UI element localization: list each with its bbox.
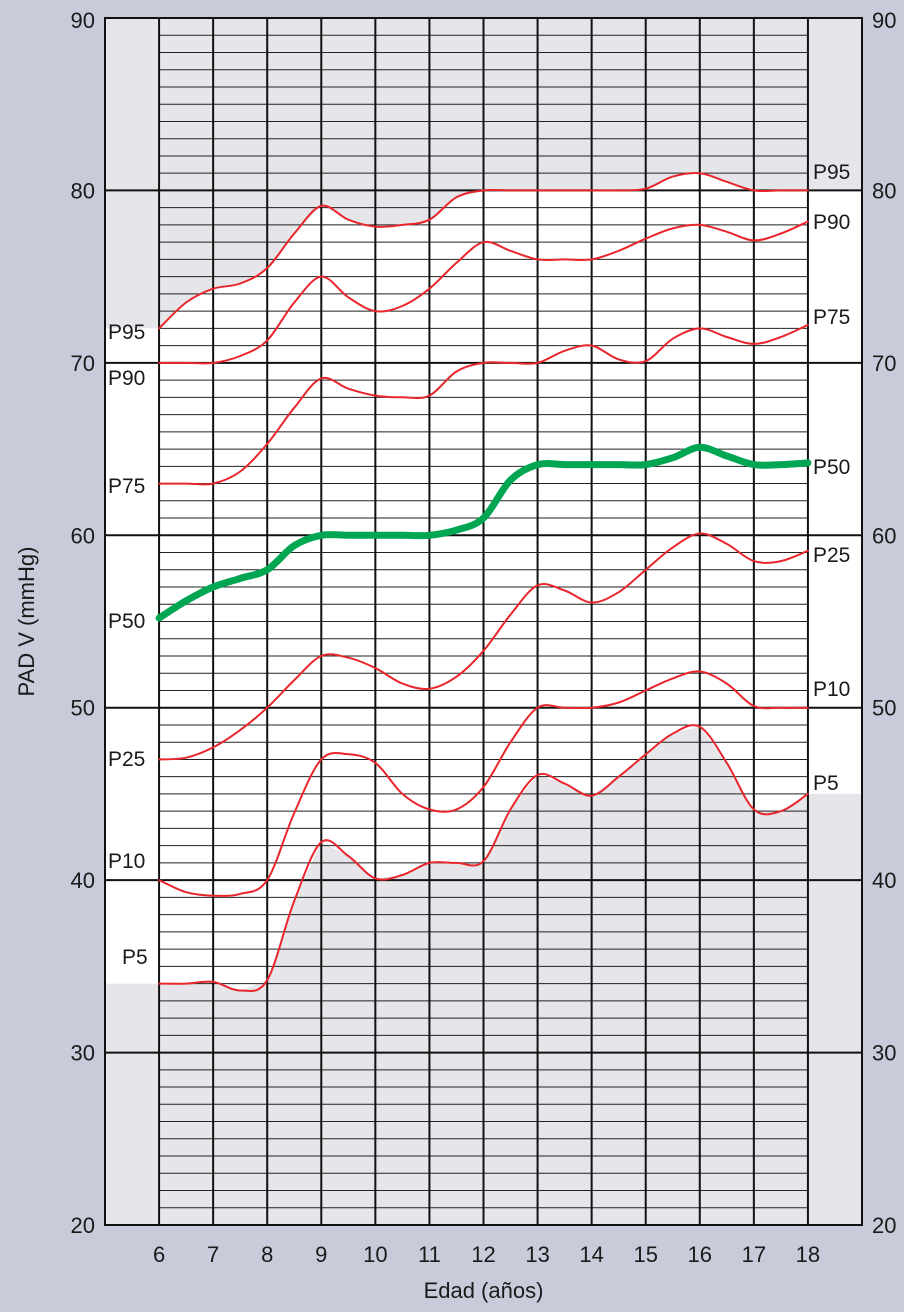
y-tick-label-left: 70 bbox=[71, 351, 95, 376]
y-tick-label-left: 90 bbox=[71, 8, 95, 33]
series-line-p10 bbox=[158, 670, 809, 897]
y-axis-title: PAD V (mmHg) bbox=[14, 547, 39, 697]
grid bbox=[104, 17, 863, 1226]
x-tick-label: 16 bbox=[688, 1242, 712, 1267]
x-tick-label: 12 bbox=[471, 1242, 495, 1267]
y-tick-label-right: 80 bbox=[872, 178, 896, 203]
x-tick-label: 11 bbox=[418, 1242, 441, 1267]
y-tick-label-right: 60 bbox=[872, 523, 896, 548]
x-tick-label: 9 bbox=[315, 1242, 327, 1267]
series-line-p50 bbox=[155, 443, 812, 622]
y-tick-label-right: 70 bbox=[872, 351, 896, 376]
series-line-p25 bbox=[158, 532, 809, 761]
x-tick-label: 6 bbox=[153, 1242, 165, 1267]
label-left-p75: P75 bbox=[108, 475, 145, 498]
y-tick-label-right: 90 bbox=[872, 8, 896, 33]
label-right-p50: P50 bbox=[813, 456, 850, 479]
y-tick-label-right: 30 bbox=[872, 1041, 896, 1066]
label-right-p75: P75 bbox=[813, 306, 850, 329]
y-tick-label-left: 50 bbox=[71, 696, 95, 721]
label-left-p50: P50 bbox=[108, 610, 145, 633]
label-right-p10: P10 bbox=[813, 678, 850, 701]
x-tick-label: 15 bbox=[633, 1242, 657, 1267]
label-right-p25: P25 bbox=[813, 544, 850, 567]
y-tick-label-left: 40 bbox=[71, 868, 95, 893]
x-tick-label: 18 bbox=[796, 1242, 820, 1267]
y-tick-label-left: 30 bbox=[71, 1041, 95, 1066]
label-left-p5: P5 bbox=[122, 946, 148, 969]
y-tick-label-left: 80 bbox=[71, 178, 95, 203]
label-left-p90: P90 bbox=[108, 367, 145, 390]
series-lines bbox=[155, 171, 812, 993]
series-line-p90 bbox=[158, 220, 809, 365]
x-axis-title: Edad (años) bbox=[424, 1278, 544, 1303]
label-right-p5: P5 bbox=[813, 772, 839, 795]
label-left-p25: P25 bbox=[108, 748, 145, 771]
series-line-p75 bbox=[158, 323, 809, 486]
y-tick-label-right: 50 bbox=[872, 696, 896, 721]
y-tick-label-left: 20 bbox=[71, 1213, 95, 1238]
series-line-p95 bbox=[158, 171, 809, 330]
x-tick-label: 14 bbox=[579, 1242, 603, 1267]
percentile-labels: P95 P95 P90 P90 P75 P75 P50 P50 P25 P25 P10 P10 P5 P5 bbox=[108, 161, 850, 969]
tick-labels: 6 7 8 9 10 11 12 13 14 15 16 17 18 20 20 30 30 40 40 50 50 60… bbox=[71, 8, 897, 1267]
label-left-p10: P10 bbox=[108, 850, 145, 873]
label-left-p95: P95 bbox=[108, 321, 145, 344]
label-right-p95: P95 bbox=[813, 161, 850, 184]
label-right-p90: P90 bbox=[813, 211, 850, 234]
x-tick-label: 8 bbox=[261, 1242, 273, 1267]
x-tick-label: 10 bbox=[363, 1242, 387, 1267]
series-line-p5 bbox=[158, 724, 809, 993]
y-tick-label-left: 60 bbox=[71, 523, 95, 548]
y-tick-label-right: 20 bbox=[872, 1213, 896, 1238]
x-tick-label: 7 bbox=[207, 1242, 219, 1267]
x-tick-label: 17 bbox=[742, 1242, 766, 1267]
x-tick-label: 13 bbox=[525, 1242, 549, 1267]
y-tick-label-right: 40 bbox=[872, 868, 896, 893]
plot-border bbox=[104, 17, 863, 1226]
